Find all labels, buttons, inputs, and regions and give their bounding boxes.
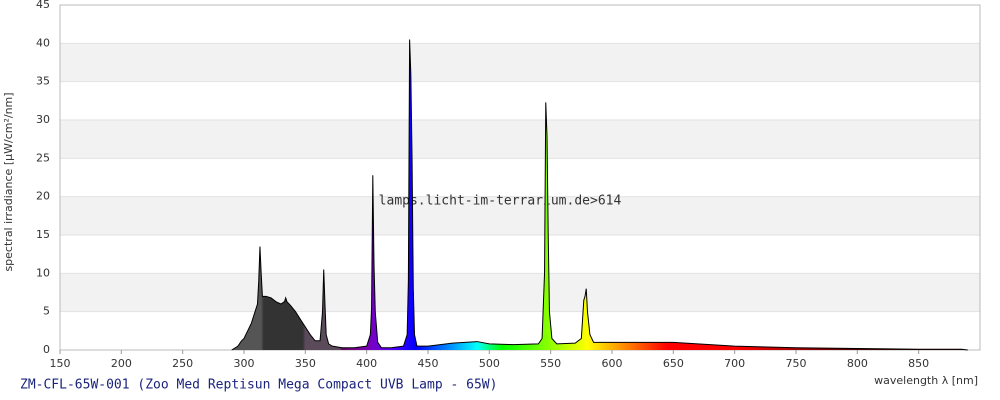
grid-band xyxy=(60,43,980,82)
y-tick-label: 25 xyxy=(36,151,50,164)
y-tick-label: 40 xyxy=(36,36,50,49)
y-tick-label: 35 xyxy=(36,75,50,88)
x-tick-label: 650 xyxy=(663,357,684,370)
x-tick-label: 450 xyxy=(418,357,439,370)
x-tick-label: 850 xyxy=(908,357,929,370)
x-axis-label: wavelength λ [nm] xyxy=(874,374,978,387)
y-tick-label: 15 xyxy=(36,228,50,241)
grid-band xyxy=(60,120,980,159)
x-tick-label: 350 xyxy=(295,357,316,370)
y-tick-label: 45 xyxy=(36,0,50,11)
x-tick-label: 750 xyxy=(786,357,807,370)
y-tick-label: 5 xyxy=(43,305,50,318)
y-tick-label: 10 xyxy=(36,266,50,279)
y-tick-label: 20 xyxy=(36,190,50,203)
x-tick-label: 150 xyxy=(50,357,71,370)
x-tick-label: 600 xyxy=(602,357,623,370)
x-tick-label: 300 xyxy=(234,357,255,370)
x-tick-label: 250 xyxy=(172,357,193,370)
x-tick-label: 800 xyxy=(847,357,868,370)
x-tick-label: 400 xyxy=(356,357,377,370)
chart-title: ZM-CFL-65W-001 (Zoo Med Reptisun Mega Co… xyxy=(20,378,497,393)
x-tick-label: 550 xyxy=(540,357,561,370)
spectrum-line xyxy=(231,39,968,351)
y-axis-label: spectral irradiance [µW/cm²/nm] xyxy=(2,92,15,271)
grid-band xyxy=(60,196,980,235)
watermark: lamps.licht-im-terrarium.de>614 xyxy=(379,194,622,209)
grid-band xyxy=(60,273,980,312)
x-tick-label: 500 xyxy=(479,357,500,370)
x-tick-label: 200 xyxy=(111,357,132,370)
x-tick-label: 700 xyxy=(724,357,745,370)
y-tick-label: 0 xyxy=(43,343,50,356)
y-tick-label: 30 xyxy=(36,113,50,126)
